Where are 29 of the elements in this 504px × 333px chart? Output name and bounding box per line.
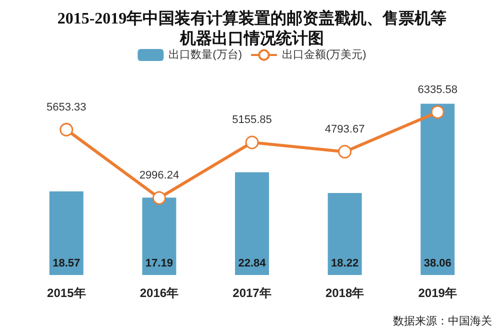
point bbox=[338, 144, 352, 158]
bar bbox=[235, 172, 269, 275]
data-label: 22.84 bbox=[238, 258, 267, 270]
bar bbox=[420, 104, 455, 275]
bar bbox=[142, 198, 176, 275]
data-label: 5155.85 bbox=[232, 114, 272, 126]
x-tick-label: 2015年 bbox=[47, 286, 86, 300]
data-label: 5653.33 bbox=[46, 101, 86, 114]
data-label: 6335.58 bbox=[418, 84, 458, 96]
x-tick-label: 2017年 bbox=[232, 286, 272, 300]
point bbox=[430, 105, 444, 119]
x-tick-label: 2018年 bbox=[325, 286, 364, 300]
legend-label: 出口金额(万美元) bbox=[282, 48, 366, 61]
point bbox=[245, 136, 259, 150]
data-label: 18.57 bbox=[52, 258, 80, 270]
legend-label: 出口数量(万台) bbox=[168, 48, 242, 61]
x-tick-label: 2016年 bbox=[140, 286, 179, 300]
data-label: 18.22 bbox=[331, 258, 359, 270]
data-label: 17.19 bbox=[145, 258, 173, 270]
data-label: 2996.24 bbox=[139, 170, 180, 182]
point bbox=[152, 191, 166, 205]
point bbox=[60, 122, 74, 136]
x-tick-label: 2019年 bbox=[418, 286, 457, 300]
source-note: 数据来源：中国海关 bbox=[393, 314, 492, 328]
bar bbox=[328, 193, 362, 275]
data-label: 4793.67 bbox=[324, 123, 365, 136]
bar bbox=[49, 191, 84, 275]
data-label: 38.06 bbox=[424, 258, 452, 270]
chart-title: 2015-2019年中国装有计算装置的邮资盖戳机、售票机等机器出口情况统计图 bbox=[57, 8, 447, 48]
